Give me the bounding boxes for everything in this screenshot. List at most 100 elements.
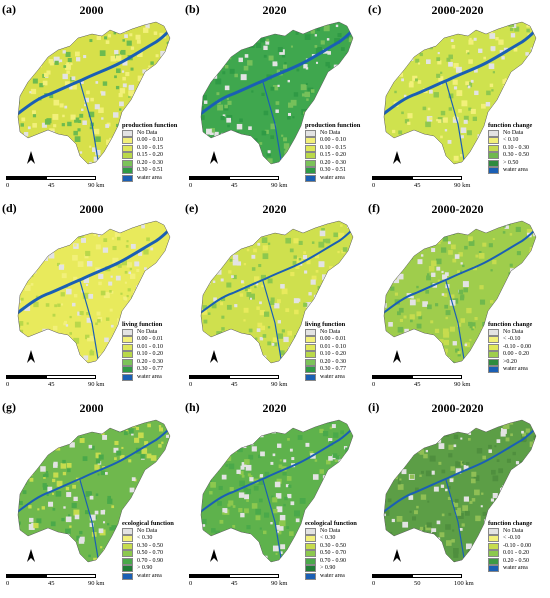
raster-cell: [470, 478, 476, 484]
raster-cell: [32, 110, 36, 115]
raster-cell: [18, 422, 20, 429]
raster-cell: [318, 241, 325, 248]
raster-cell: [527, 106, 530, 109]
raster-cell: [71, 76, 76, 81]
raster-cell: [153, 31, 158, 35]
raster-cell: [31, 229, 36, 234]
raster-cell: [309, 451, 314, 455]
raster-cell: [331, 424, 336, 429]
raster-cell: [117, 264, 122, 268]
raster-cell: [102, 247, 109, 253]
raster-cell: [62, 437, 68, 443]
raster-cell: [437, 241, 441, 245]
raster-cell: [104, 36, 108, 40]
raster-cell: [255, 146, 260, 151]
raster-cell: [328, 441, 334, 446]
raster-cell: [74, 117, 80, 123]
raster-cell: [73, 337, 80, 344]
raster-cell: [338, 458, 342, 462]
map-panel-g: (g) 2000 0 45 90 km ecological function No Dat…: [0, 398, 183, 597]
raster-cell: [450, 244, 456, 250]
legend-swatch: [305, 366, 316, 374]
raster-cell: [156, 479, 160, 483]
raster-cell: [61, 123, 65, 127]
raster-cell: [18, 98, 20, 104]
raster-cell: [529, 294, 534, 299]
raster-cell: [418, 22, 421, 23]
raster-cell: [283, 137, 287, 142]
raster-cell: [338, 485, 342, 490]
raster-cell: [201, 309, 207, 315]
legend-label: > 0.90: [137, 565, 153, 571]
legend-entry: 0.30 - 0.50: [488, 152, 532, 160]
raster-cell: [33, 454, 39, 460]
raster-cell: [468, 240, 475, 246]
scale-bar-graphic: [189, 375, 279, 379]
raster-cell: [61, 273, 67, 279]
raster-cell: [464, 165, 469, 170]
raster-cell: [216, 221, 223, 226]
raster-cell: [248, 328, 253, 333]
raster-cell: [537, 249, 541, 253]
raster-cell: [201, 94, 207, 101]
raster-cell: [520, 492, 526, 499]
raster-cell: [72, 431, 78, 438]
raster-cell: [239, 293, 244, 297]
raster-cell: [89, 145, 92, 148]
raster-cell: [492, 475, 499, 482]
raster-cell: [287, 102, 294, 108]
map-legend: ecological function No Data < 0.30 0.30 - 0…: [122, 520, 174, 580]
raster-cell: [217, 104, 223, 111]
raster-cell: [246, 248, 250, 252]
raster-cell: [394, 90, 397, 94]
legend-title: ecological function: [305, 520, 357, 527]
raster-cell: [166, 283, 170, 288]
raster-cell: [104, 337, 109, 343]
raster-cell: [71, 302, 76, 307]
raster-cell: [303, 251, 307, 255]
raster-cell: [124, 270, 128, 274]
raster-cell: [437, 361, 442, 363]
raster-cell: [492, 104, 496, 109]
raster-cell: [229, 68, 235, 74]
raster-cell: [48, 252, 55, 259]
raster-cell: [222, 114, 226, 117]
raster-cell: [14, 72, 17, 75]
raster-cell: [472, 116, 478, 122]
raster-cell: [53, 99, 60, 106]
raster-cell: [477, 340, 484, 346]
raster-cell: [423, 350, 427, 355]
raster-cell: [458, 460, 464, 466]
raster-cell: [478, 253, 485, 259]
raster-cell: [228, 270, 232, 274]
raster-cell: [121, 116, 125, 120]
raster-cell: [50, 427, 56, 433]
raster-cell: [406, 168, 408, 170]
raster-cell: [119, 108, 122, 111]
raster-cell: [116, 123, 120, 128]
raster-cell: [423, 426, 427, 430]
raster-cell: [59, 357, 62, 361]
raster-cell: [88, 111, 95, 118]
raster-cell: [217, 501, 222, 506]
raster-cell: [268, 427, 274, 432]
raster-cell: [117, 236, 121, 241]
north-arrow-icon: [26, 546, 36, 564]
raster-cell: [323, 25, 330, 32]
legend-swatch: [305, 328, 316, 336]
raster-cell: [303, 22, 309, 29]
raster-cell: [313, 294, 319, 300]
raster-cell: [457, 351, 461, 355]
raster-cell: [168, 451, 170, 457]
raster-cell: [243, 439, 250, 446]
raster-cell: [384, 467, 389, 474]
raster-cell: [518, 493, 525, 500]
raster-cell: [465, 81, 470, 86]
raster-cell: [510, 33, 516, 38]
raster-cell: [430, 282, 434, 286]
raster-cell: [243, 30, 247, 34]
raster-cell: [205, 268, 211, 273]
raster-cell: [83, 355, 89, 361]
raster-cell: [226, 304, 232, 310]
raster-cell: [414, 510, 418, 515]
